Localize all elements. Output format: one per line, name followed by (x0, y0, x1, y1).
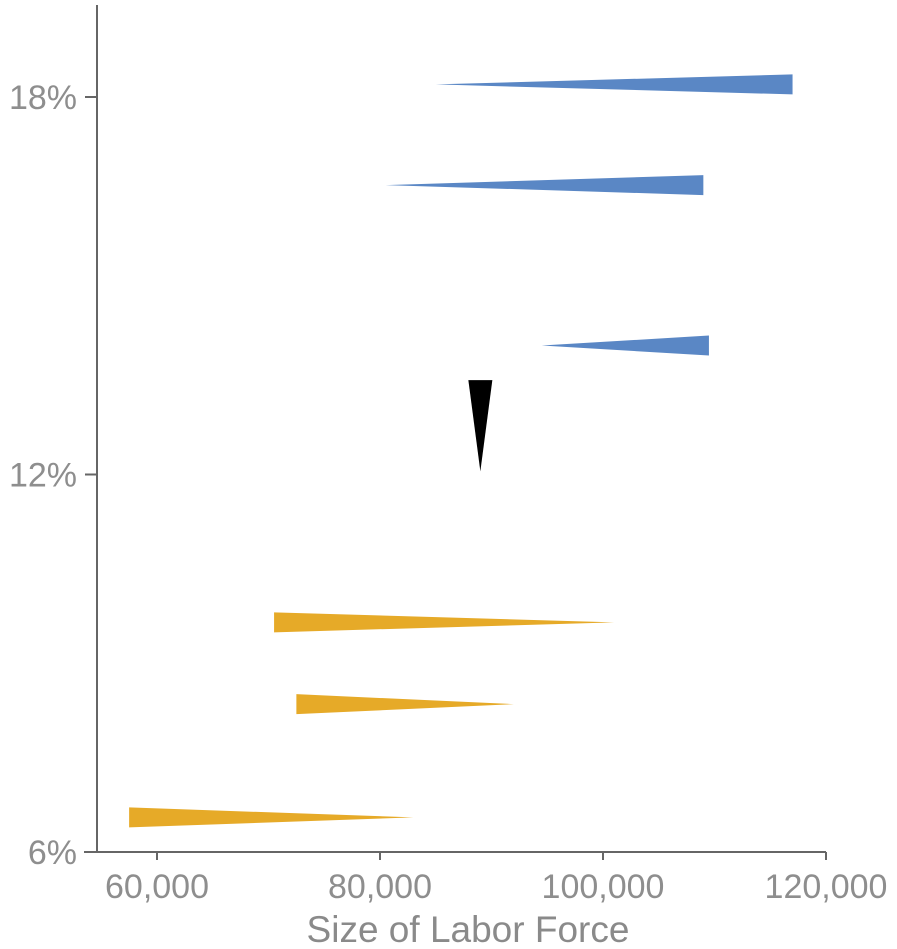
wedge-layer (129, 74, 793, 828)
x-axis-ticks: 60,000 80,000 100,000 120,000 (105, 852, 887, 906)
wedge-increase (541, 335, 709, 356)
wedge-decrease (274, 612, 615, 633)
y-tick-label: 18% (9, 79, 77, 117)
x-axis-title: Size of Labor Force (307, 909, 630, 949)
x-tick-label: 120,000 (765, 868, 888, 906)
wedge-decrease (296, 694, 514, 715)
x-tick-label: 60,000 (105, 868, 209, 906)
wedge-increase (435, 74, 793, 95)
y-tick-label: 6% (28, 834, 77, 872)
wedge-neutral (468, 380, 493, 472)
x-tick-label: 80,000 (328, 868, 432, 906)
wedge-increase (385, 175, 704, 196)
y-tick-label: 12% (9, 457, 77, 495)
y-axis-ticks: 6% 12% 18% (9, 79, 97, 872)
x-tick-label: 100,000 (542, 868, 665, 906)
wedge-decrease (129, 807, 414, 828)
